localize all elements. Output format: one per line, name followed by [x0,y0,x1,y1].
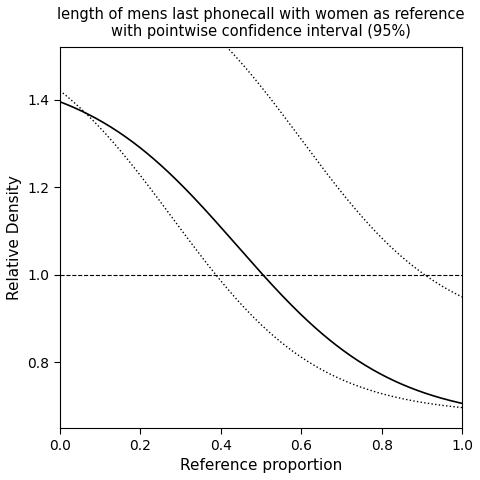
X-axis label: Reference proportion: Reference proportion [180,458,342,473]
Y-axis label: Relative Density: Relative Density [7,175,22,300]
Title: length of mens last phonecall with women as reference
with pointwise confidence : length of mens last phonecall with women… [57,7,465,39]
